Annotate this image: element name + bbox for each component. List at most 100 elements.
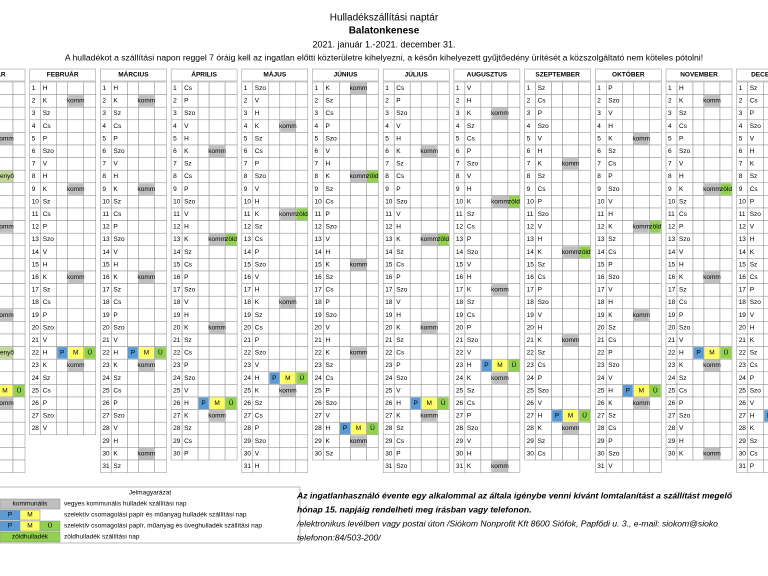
event-label: M bbox=[639, 387, 644, 394]
weekday: P bbox=[184, 362, 188, 369]
day-number: 1 bbox=[315, 85, 319, 92]
event-cell bbox=[562, 283, 579, 297]
event-cell bbox=[224, 94, 238, 108]
event-cell bbox=[67, 333, 84, 347]
event-cell bbox=[339, 182, 351, 196]
weekday: Cs bbox=[750, 186, 759, 193]
day-number: 24 bbox=[527, 375, 535, 382]
event-cell bbox=[436, 132, 450, 146]
event-cell bbox=[12, 321, 26, 335]
weekday: Cs bbox=[326, 287, 335, 294]
event-cell bbox=[622, 94, 634, 108]
weekday: H bbox=[255, 287, 260, 294]
weekday: K bbox=[43, 274, 48, 281]
event-mark bbox=[351, 435, 366, 447]
event-cell bbox=[436, 447, 450, 461]
event-cell bbox=[491, 384, 509, 398]
event-cell bbox=[551, 195, 563, 209]
event-cell bbox=[692, 195, 705, 209]
weekday: Sz bbox=[113, 287, 121, 294]
event-label: komm bbox=[420, 324, 438, 331]
day-number: 1 bbox=[527, 85, 531, 92]
event-cell bbox=[480, 346, 493, 360]
event-cell bbox=[339, 245, 351, 259]
event-cell bbox=[83, 421, 96, 436]
event-cell bbox=[350, 371, 367, 385]
event-cell bbox=[339, 207, 351, 221]
event-cell bbox=[138, 144, 155, 158]
event-cell bbox=[56, 81, 68, 95]
event-cell bbox=[562, 132, 579, 146]
event-cell bbox=[350, 295, 367, 310]
event-mark bbox=[492, 372, 508, 384]
event-cell bbox=[491, 119, 509, 133]
day-number: 29 bbox=[102, 438, 110, 445]
event-cell bbox=[562, 182, 579, 196]
event-label: komm bbox=[138, 450, 156, 457]
event-cell bbox=[409, 447, 422, 461]
day-number: 5 bbox=[597, 135, 601, 142]
event-cell bbox=[703, 106, 721, 121]
event-cell bbox=[409, 421, 422, 436]
event-label: Ü bbox=[299, 374, 304, 382]
event-cell bbox=[507, 283, 521, 297]
weekday: H bbox=[43, 261, 48, 268]
event-cell bbox=[279, 232, 297, 247]
event-label: zöld bbox=[579, 249, 591, 256]
weekday: H bbox=[467, 98, 472, 105]
weekday: V bbox=[538, 400, 543, 407]
day-number: 30 bbox=[102, 450, 110, 457]
weekday: H bbox=[679, 173, 684, 180]
day-number: 25 bbox=[244, 387, 252, 394]
day-number: 13 bbox=[173, 236, 181, 243]
event-cell bbox=[138, 157, 155, 171]
event-cell bbox=[279, 283, 297, 297]
event-cell bbox=[127, 434, 139, 448]
event-cell bbox=[719, 447, 733, 461]
weekday: P bbox=[679, 400, 683, 407]
event-cell bbox=[339, 94, 351, 108]
weekday: Cs bbox=[467, 135, 476, 142]
weekday: Cs bbox=[255, 148, 264, 155]
event-mark bbox=[563, 334, 579, 347]
event-cell bbox=[127, 321, 139, 335]
weekday: H bbox=[679, 438, 684, 445]
weekday: K bbox=[255, 299, 260, 306]
event-cell bbox=[692, 119, 705, 133]
event-cell bbox=[703, 321, 721, 335]
event-cell bbox=[719, 421, 733, 436]
day-number: 9 bbox=[385, 186, 389, 193]
event-cell bbox=[763, 459, 768, 473]
day-number: 19 bbox=[32, 312, 40, 319]
weekday: Sz bbox=[538, 85, 546, 92]
event-cell bbox=[649, 308, 662, 322]
day-number: 25 bbox=[527, 387, 535, 394]
event-cell bbox=[578, 195, 591, 209]
day-number: 6 bbox=[668, 148, 672, 155]
event-cell bbox=[154, 207, 167, 221]
event-cell bbox=[507, 333, 521, 347]
weekday: H bbox=[467, 186, 472, 193]
day-number: 23 bbox=[597, 362, 605, 369]
event-cell bbox=[56, 371, 68, 385]
day-number: 27 bbox=[385, 413, 393, 420]
event-cell bbox=[12, 295, 26, 310]
weekday: Sz bbox=[326, 450, 334, 457]
event-cell bbox=[622, 81, 634, 95]
event-cell bbox=[154, 245, 167, 259]
weekday: V bbox=[538, 312, 543, 319]
event-mark bbox=[68, 347, 84, 359]
event-cell bbox=[295, 283, 309, 297]
event-cell bbox=[562, 396, 579, 410]
event-cell bbox=[154, 132, 167, 146]
event-cell bbox=[366, 308, 379, 322]
event-cell bbox=[350, 182, 367, 196]
day-number: 15 bbox=[456, 261, 464, 268]
weekday: P bbox=[326, 387, 330, 394]
weekday: K bbox=[113, 274, 118, 281]
event-cell bbox=[763, 195, 768, 209]
event-cell bbox=[480, 295, 493, 310]
day-number: 7 bbox=[385, 161, 389, 168]
event-cell bbox=[208, 283, 226, 297]
event-mark bbox=[225, 397, 237, 410]
